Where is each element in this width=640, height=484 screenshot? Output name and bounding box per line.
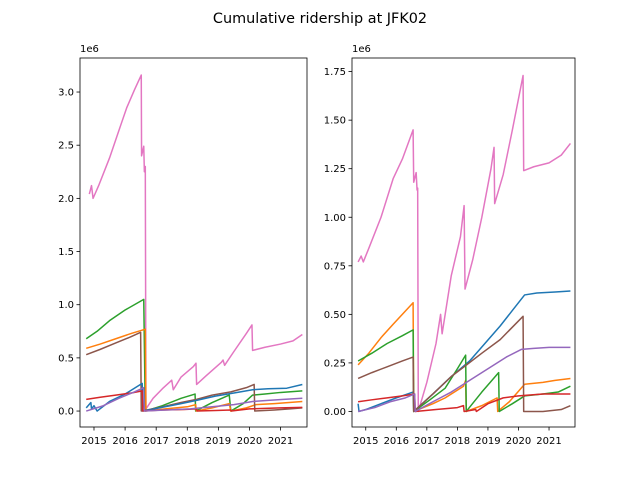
series-group (357, 74, 572, 413)
x-tick-label: 2021 (268, 436, 293, 447)
y-tick-label: 1.50 (324, 116, 346, 127)
figure-title: Cumulative ridership at JFK02 (213, 11, 427, 27)
x-tick-label: 2019 (475, 436, 500, 447)
y-tick-label: 1.0 (58, 300, 74, 311)
x-tick-label: 2015 (81, 436, 106, 447)
x-tick-label: 2019 (206, 436, 231, 447)
y-tick-label: 1.00 (324, 213, 346, 224)
series-line-6 (358, 393, 571, 413)
y-tick-label: 0.00 (324, 407, 346, 418)
y-tick-label: 1.25 (324, 164, 346, 175)
y-tick-label: 1.75 (324, 67, 346, 78)
series-line-7 (357, 346, 571, 413)
axes-frame (351, 57, 576, 428)
x-tick-label: 2021 (536, 436, 561, 447)
series-line-4 (85, 331, 303, 412)
y-multiplier-label: 1e6 (80, 44, 99, 55)
x-tick-label: 2020 (237, 436, 262, 447)
x-tick-label: 2020 (506, 436, 531, 447)
series-line-7 (85, 386, 303, 412)
x-tick-label: 2016 (112, 436, 137, 447)
series-group (85, 74, 303, 412)
y-multiplier-label: 1e6 (352, 44, 371, 55)
y-tick-label: 0.75 (324, 261, 346, 272)
series-line-5 (85, 382, 303, 412)
y-tick-label: 0.5 (58, 353, 74, 364)
series-line-5 (357, 315, 571, 413)
y-tick-label: 0.50 (324, 310, 346, 321)
y-tick-label: 0.25 (324, 358, 346, 369)
x-tick-label: 2016 (384, 436, 409, 447)
y-tick-label: 3.0 (58, 88, 74, 99)
x-tick-label: 2017 (143, 436, 168, 447)
series-line-1 (88, 74, 303, 410)
y-tick-label: 2.0 (58, 194, 74, 205)
left-chart-panel: 0.0 0.5 1.0 1.5 2.0 2.5 3.0 2015 2016 2017 2018 201… (58, 44, 308, 447)
x-tick-label: 2017 (414, 436, 439, 447)
y-tick-label: 0.0 (58, 407, 74, 418)
series-line-3 (86, 328, 303, 412)
x-tick-label: 2015 (353, 436, 378, 447)
y-tick-label: 1.5 (58, 247, 74, 258)
y-tick-label: 2.5 (58, 141, 74, 152)
x-tick-label: 2018 (175, 436, 200, 447)
x-tick-label: 2018 (445, 436, 470, 447)
right-chart-panel: 0.00 0.25 0.50 0.75 1.00 1.25 1.50 1.75 2015 2016… (324, 44, 576, 447)
axes-frame (79, 57, 308, 428)
series-line-1 (357, 74, 572, 413)
